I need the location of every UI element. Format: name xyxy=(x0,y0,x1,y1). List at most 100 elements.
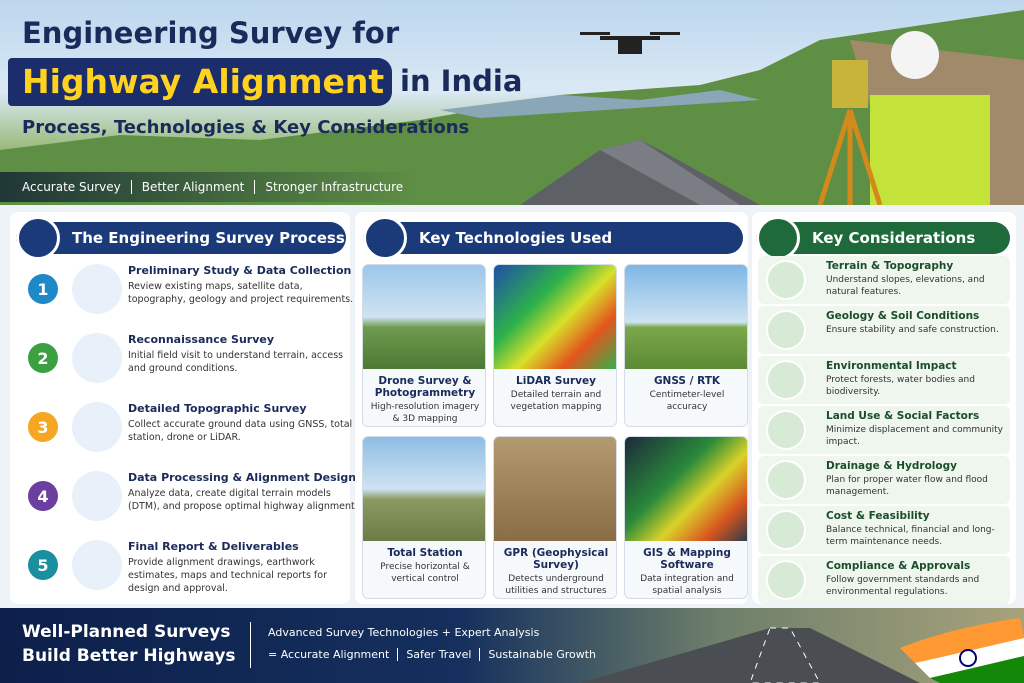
step-icon xyxy=(72,471,122,521)
consideration-text: Balance technical, financial and long-te… xyxy=(826,525,995,547)
consideration-title: Cost & Feasibility xyxy=(826,510,930,522)
consideration-icon xyxy=(766,460,806,500)
technology-text: Detects underground utilities and struct… xyxy=(505,574,607,596)
consideration-icon xyxy=(766,310,806,350)
consideration-icon xyxy=(766,260,806,300)
step-icon xyxy=(72,540,122,590)
panel-icon xyxy=(756,216,800,260)
consideration: Drainage & Hydrology Plan for proper wate… xyxy=(758,456,1010,504)
consideration-title: Geology & Soil Conditions xyxy=(826,310,980,322)
consideration-text: Understand slopes, elevations, and natur… xyxy=(826,275,985,297)
tag: Stronger Infrastructure xyxy=(254,180,413,194)
process-panel: The Engineering Survey Process 1 Prelimin… xyxy=(10,212,358,604)
title-rest: in India xyxy=(400,64,523,98)
step-number: 2 xyxy=(28,343,58,373)
technology-title: GPR (Geophysical Survey) xyxy=(503,547,609,571)
title: Engineering Survey for xyxy=(22,16,400,50)
technology-image xyxy=(494,437,616,541)
consideration-icon xyxy=(766,560,806,600)
consideration-text: Follow government standards and environm… xyxy=(826,575,980,597)
technology-image xyxy=(625,437,747,541)
footer: Well-Planned Surveys Build Better Highwa… xyxy=(0,608,1024,683)
step-icon xyxy=(72,264,122,314)
considerations-panel: Key Considerations Terrain & Topography U… xyxy=(752,212,1016,604)
consideration-title: Drainage & Hydrology xyxy=(826,460,957,472)
technology-card: LiDAR Survey Detailed terrain and vegetat… xyxy=(493,264,617,427)
step-icon xyxy=(72,402,122,452)
step-text: Provide alignment drawings, earthwork es… xyxy=(128,557,327,594)
consideration: Cost & Feasibility Balance technical, fin… xyxy=(758,506,1010,554)
tag: Better Alignment xyxy=(130,180,255,194)
result: Sustainable Growth xyxy=(479,648,604,661)
step-number: 3 xyxy=(28,412,58,442)
footer-results: = Accurate Alignment Safer Travel Sustaina… xyxy=(268,648,604,661)
technology-title: GIS & Mapping Software xyxy=(643,547,731,571)
technology-title: Drone Survey & Photogrammetry xyxy=(374,375,476,399)
technology-image xyxy=(625,265,747,369)
technology-text: Detailed terrain and vegetation mapping xyxy=(510,390,602,412)
consideration-text: Minimize displacement and community impa… xyxy=(826,425,1003,447)
panel-header: The Engineering Survey Process xyxy=(16,222,346,254)
step-text: Initial field visit to understand terrai… xyxy=(128,350,344,374)
step-number: 5 xyxy=(28,550,58,580)
consideration-icon xyxy=(766,410,806,450)
title-highlight: Highway Alignment xyxy=(8,58,392,106)
panel-icon xyxy=(16,216,60,260)
step-text: Analyze data, create digital terrain mod… xyxy=(128,488,358,512)
slogan: Well-Planned Surveys xyxy=(22,622,231,642)
step-icon xyxy=(72,333,122,383)
tag-bar: Accurate Survey Better Alignment Stronger … xyxy=(0,172,420,202)
technology-text: High-resolution imagery & 3D mapping xyxy=(370,402,480,424)
divider xyxy=(250,622,251,668)
step-title: Reconnaissance Survey xyxy=(128,333,275,346)
technology-card: GNSS / RTK Centimeter-level accuracy xyxy=(624,264,748,427)
process-step: 2 Reconnaissance Survey Initial field visi… xyxy=(20,329,354,391)
technology-card: Drone Survey & Photogrammetry High-resolu… xyxy=(362,264,486,427)
slogan: Build Better Highways xyxy=(22,646,236,666)
consideration-icon xyxy=(766,510,806,550)
footer-line: Advanced Survey Technologies + Expert An… xyxy=(268,626,540,639)
technology-image xyxy=(363,265,485,369)
consideration: Environmental Impact Protect forests, wat… xyxy=(758,356,1010,404)
footer-scene xyxy=(580,618,1024,683)
step-title: Data Processing & Alignment Design xyxy=(128,471,357,484)
step-title: Final Report & Deliverables xyxy=(128,540,299,553)
step-title: Preliminary Study & Data Collection xyxy=(128,264,352,277)
process-step: 4 Data Processing & Alignment Design Analy… xyxy=(20,467,358,529)
header-scene xyxy=(0,10,1024,205)
consideration-icon xyxy=(766,360,806,400)
consideration-title: Land Use & Social Factors xyxy=(826,410,980,422)
consideration-text: Protect forests, water bodies and biodiv… xyxy=(826,375,975,397)
header: Engineering Survey for Highway Alignment… xyxy=(0,0,1024,205)
consideration: Geology & Soil Conditions Ensure stabilit… xyxy=(758,306,1010,354)
tag: Accurate Survey xyxy=(22,180,121,194)
step-number: 1 xyxy=(28,274,58,304)
step-title: Detailed Topographic Survey xyxy=(128,402,307,415)
technology-title: LiDAR Survey xyxy=(516,375,596,387)
consideration-title: Terrain & Topography xyxy=(826,260,954,272)
step-number: 4 xyxy=(28,481,58,511)
consideration-title: Compliance & Approvals xyxy=(826,560,971,572)
panel-icon xyxy=(363,216,407,260)
consideration-title: Environmental Impact xyxy=(826,360,957,372)
consideration-text: Ensure stability and safe construction. xyxy=(826,325,999,335)
subtitle: Process, Technologies & Key Consideratio… xyxy=(22,117,470,138)
process-step: 5 Final Report & Deliverables Provide alig… xyxy=(20,536,354,598)
technology-text: Centimeter-level accuracy xyxy=(649,390,725,412)
technology-text: Data integration and spatial analysis xyxy=(640,574,734,596)
result: Safer Travel xyxy=(397,648,479,661)
technology-card: GIS & Mapping Software Data integration a… xyxy=(624,436,748,599)
technologies-panel: Key Technologies Used Drone Survey & Pho… xyxy=(355,212,748,604)
step-text: Collect accurate ground data using GNSS,… xyxy=(128,419,353,443)
technology-card: Total Station Precise horizontal & vertic… xyxy=(362,436,486,599)
technology-image xyxy=(494,265,616,369)
technology-card: GPR (Geophysical Survey) Detects undergro… xyxy=(493,436,617,599)
panel-header: Key Technologies Used xyxy=(363,222,743,254)
process-step: 3 Detailed Topographic Survey Collect accu… xyxy=(20,398,354,460)
technology-title: GNSS / RTK xyxy=(653,375,721,387)
step-text: Review existing maps, satellite data, to… xyxy=(128,281,354,305)
result: = Accurate Alignment xyxy=(268,648,390,661)
consideration-text: Plan for proper water flow and flood man… xyxy=(826,475,988,497)
consideration: Terrain & Topography Understand slopes, e… xyxy=(758,256,1010,304)
